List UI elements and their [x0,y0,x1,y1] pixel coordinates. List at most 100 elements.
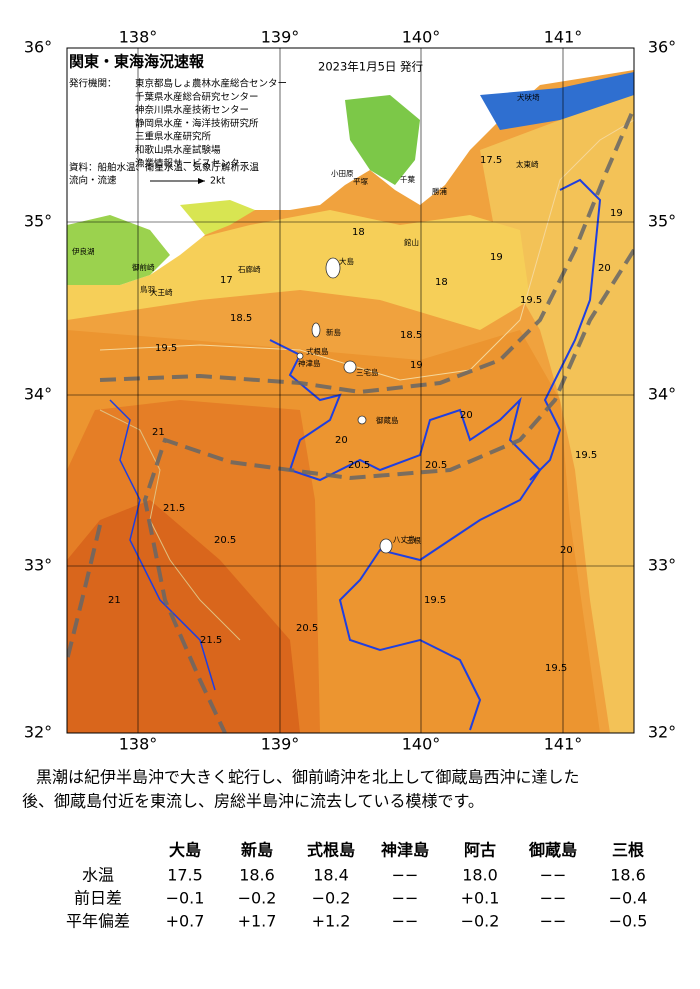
contour-label: 20.5 [214,535,236,546]
place-name: 犬吠埼 [517,92,540,102]
flow-scale: 2kt [210,176,226,187]
lat-label-right: 33° [648,556,676,575]
table-cell: −− [540,889,567,908]
table-header: 阿古 [464,841,496,860]
flow-label: 流向・流速 [69,175,117,187]
contour-label: 19.5 [575,450,597,461]
contour-label: 20.5 [425,460,447,471]
place-name: 御蔵島 [376,415,399,425]
place-name: 神津島 [298,358,321,368]
island [311,322,321,338]
lat-label-right: 34° [648,385,676,404]
contour-label: 20 [460,410,473,421]
contour-label: 19 [490,252,503,263]
table-cell: −0.2 [461,912,500,931]
issue-date: 2023年1月5日 発行 [318,60,423,74]
kuroshio-path [142,248,634,733]
place-name: 八丈島 [393,534,416,544]
island [296,352,304,360]
publisher: 漁業情報サービスセンター [135,157,249,169]
description-line: 黒潮は紀伊半島沖で大きく蛇行し、御前崎沖を北上して御蔵島西沖に達した [36,768,580,787]
publisher: 和歌山県水産試験場 [135,144,221,156]
bay-water [180,200,255,235]
place-name: 大王崎 [150,287,173,297]
map-body [67,48,634,733]
blue-contour [109,399,216,691]
cold-current [480,72,634,130]
warm-water-core [67,500,300,733]
table-cell: 18.4 [313,866,349,885]
table-cell: −− [540,912,567,931]
lat-label-right: 36° [648,38,676,57]
table-cell: 18.6 [239,866,275,885]
row-label: 水温 [82,866,114,885]
kuroshio-path [99,107,634,395]
row-label: 前日差 [74,889,122,908]
map-frame [66,47,635,734]
contour-label: 20 [335,435,348,446]
table-cell: −− [392,889,419,908]
table-cell: −− [540,866,567,885]
contour-label: 18 [435,277,448,288]
island [357,415,367,425]
place-name: 新島 [326,327,341,337]
description-line: 後、御蔵島付近を東流し、房総半島沖に流去している模様です。 [22,792,484,811]
contour-label: 18.5 [230,313,252,324]
blue-contour [269,339,542,731]
lon-label-top: 141° [544,28,583,47]
place-name: 御前崎 [132,262,155,272]
place-name: 平塚 [353,177,368,186]
table-cell: −0.4 [609,889,648,908]
contour-label: 20 [598,263,611,274]
contour-label: 19.5 [520,295,542,306]
contour-label: 19.5 [155,343,177,354]
island [379,538,393,554]
island [343,360,357,374]
publisher: 千葉県水産総合研究センター [135,91,259,103]
lat-label-left: 33° [24,556,52,575]
table-cell: −0.2 [312,889,351,908]
contour-label: 19 [410,360,423,371]
table-cell: 18.6 [610,866,646,885]
title: 関東・東海海況速報 [69,53,205,71]
table-cell: +0.7 [166,912,205,931]
row-label: 平年偏差 [66,912,130,931]
contour-label: 19.5 [545,663,567,674]
table-header: 新島 [241,841,273,860]
isotherm [99,119,634,381]
contour-label: 21.5 [200,635,222,646]
place-name: 小田原 [331,169,354,178]
table-cell: −− [392,866,419,885]
data-source: 資料：船舶水温、衛星水温、気象庁解析水温 [69,162,260,174]
lon-label-top: 139° [261,28,300,47]
publisher: 神奈川県水産技術センター [135,104,249,116]
contour-label: 20.5 [348,460,370,471]
bay-water [67,215,170,285]
place-name: 三根 [406,535,421,545]
place-name: 石廊崎 [238,264,261,274]
contour-label: 18 [352,227,365,238]
table-header: 御蔵島 [528,841,577,860]
lon-label-top: 138° [119,28,158,47]
publisher: 静岡県水産・海洋技術研究所 [135,117,259,129]
contour-label: 21.5 [163,503,185,514]
place-name: 式根島 [306,346,329,356]
contour-label: 18.5 [400,330,422,341]
table-cell: −0.1 [166,889,205,908]
lon-label-bottom: 141° [544,735,583,754]
contour-label: 20.5 [296,623,318,634]
table-cell: −0.2 [238,889,277,908]
place-name: 千葉 [400,174,415,184]
table-header: 式根島 [307,841,355,860]
table-cell: +0.1 [461,889,500,908]
contour-label: 21 [152,427,165,438]
flow-scale-arrowhead [198,178,205,184]
place-name: 大島 [339,256,354,266]
table-cell: 17.5 [167,866,203,885]
place-name: 三宅島 [356,367,379,377]
coastal-water [67,210,530,330]
table-cell: +1.2 [312,912,351,931]
place-name: 太東崎 [516,159,539,169]
